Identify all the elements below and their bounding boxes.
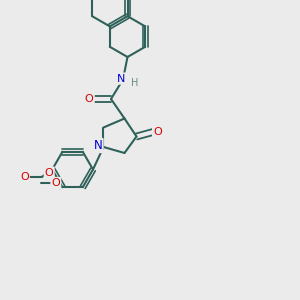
Text: O: O xyxy=(51,178,60,188)
Text: N: N xyxy=(117,74,126,84)
Text: N: N xyxy=(94,139,103,152)
Text: O: O xyxy=(20,172,29,182)
Text: O: O xyxy=(153,127,162,137)
Text: O: O xyxy=(85,94,94,104)
Text: H: H xyxy=(131,77,138,88)
Text: O: O xyxy=(45,167,54,178)
